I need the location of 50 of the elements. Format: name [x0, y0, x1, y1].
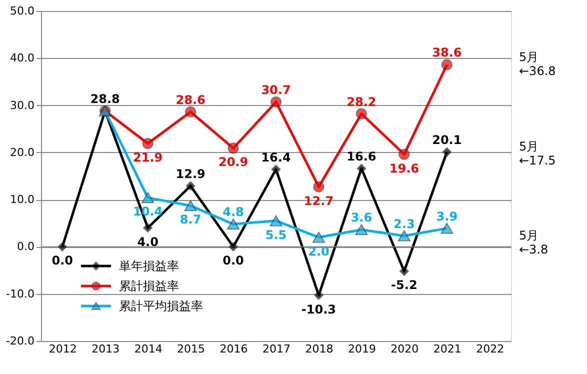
- x-tick-label: 2020: [390, 342, 419, 356]
- text: 5月 ←36.8: [519, 50, 556, 78]
- x-tick-label: 2015: [177, 342, 206, 356]
- data-label: -10.3: [301, 302, 336, 316]
- y-tick-label: -10.0: [6, 287, 34, 300]
- y-tick-label: 10.0: [10, 193, 34, 206]
- data-label: 16.4: [261, 150, 291, 164]
- x-tick-label: 2012: [48, 342, 77, 356]
- data-label: 30.7: [261, 82, 291, 97]
- y-tick-label: 40.0: [10, 52, 34, 65]
- legend-label: 単年損益率: [119, 259, 179, 273]
- data-label: 4.8: [222, 205, 244, 220]
- data-label: 21.9: [133, 150, 163, 164]
- y-tick-label: 20.0: [10, 146, 34, 159]
- data-label: 8.7: [180, 212, 202, 227]
- text: 5月 ←17.5: [519, 139, 556, 168]
- data-label: 3.9: [436, 209, 458, 224]
- x-tick-label: 2019: [348, 342, 376, 356]
- data-label: 20.1: [432, 132, 462, 147]
- data-label: -5.2: [391, 278, 418, 292]
- data-label: 2.3: [394, 216, 415, 231]
- x-tick-label: 2018: [305, 342, 334, 356]
- data-label: 3.6: [350, 210, 372, 225]
- legend-label: 累計平均損益率: [119, 299, 203, 313]
- data-label: 16.6: [346, 149, 376, 164]
- data-label: 28.6: [176, 92, 206, 107]
- data-label: 2.0: [308, 244, 330, 258]
- data-label: 0.0: [222, 254, 244, 268]
- text: 5月 ←3.8: [519, 228, 548, 256]
- data-label: 0.0: [52, 254, 73, 268]
- x-tick-label: 2022: [476, 342, 504, 356]
- legend-label: 累計損益率: [119, 279, 179, 293]
- y-tick-label: 30.0: [10, 98, 34, 112]
- data-label: 5.5: [265, 228, 287, 242]
- data-label: 19.6: [389, 161, 419, 176]
- data-label: 28.2: [346, 94, 376, 109]
- y-tick-label: -20.0: [6, 334, 34, 348]
- data-label: 38.6: [432, 46, 462, 60]
- x-tick-label: 2013: [92, 342, 120, 356]
- data-label: 28.8: [90, 92, 120, 106]
- x-tick-label: 2017: [262, 342, 290, 356]
- data-label: 12.9: [176, 166, 206, 181]
- data-label: 4.0: [137, 234, 158, 249]
- x-tick-label: 2021: [433, 342, 462, 356]
- y-tick-label: 0.0: [17, 240, 34, 254]
- y-tick-label: 50.0: [10, 4, 34, 18]
- x-tick-label: 2016: [220, 342, 248, 356]
- data-label: 20.9: [218, 155, 248, 170]
- data-label: 12.7: [304, 194, 334, 208]
- x-tick-label: 2014: [134, 342, 162, 356]
